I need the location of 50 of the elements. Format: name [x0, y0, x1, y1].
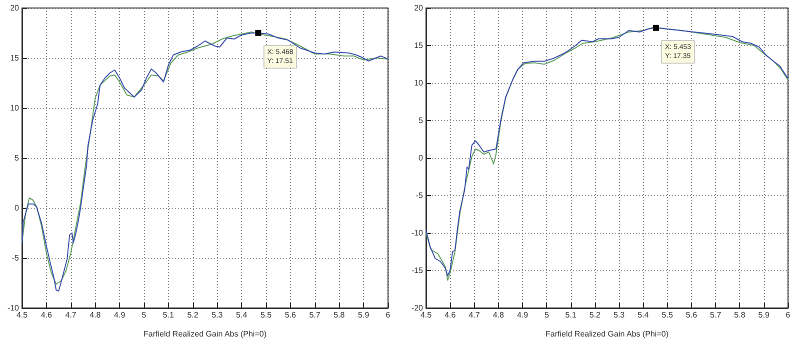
x-tick-label: 5.9 [758, 310, 770, 320]
x-tick-label: 4.5 [420, 310, 432, 320]
x-tick-label: 5.6 [686, 310, 698, 320]
x-tick-label: 5.4 [236, 310, 248, 320]
y-tick-label: -15 [411, 266, 424, 275]
x-axis-title: Farfield Realized Gain Abs (Phi=0) [144, 330, 267, 338]
x-tick-label: 5.7 [710, 310, 722, 320]
x-tick-label: 5.5 [260, 310, 272, 320]
y-tick-label: -10 [7, 304, 20, 312]
y-tick-label: 15 [414, 41, 424, 50]
x-tick-label: 5 [544, 310, 550, 320]
x-tick-label: 5.4 [638, 310, 650, 320]
y-tick-label: 5 [418, 116, 424, 125]
x-tick-label: 5.2 [187, 310, 199, 320]
x-tick-label: 5.1 [565, 310, 577, 320]
x-tick-label: 5.6 [284, 310, 297, 320]
y-tick-label: -10 [411, 228, 424, 238]
y-tick-label: 0 [14, 204, 20, 212]
x-tick-label: 4.9 [114, 310, 126, 320]
x-tick-label: 4.9 [516, 310, 529, 320]
y-tick-label: -5 [416, 191, 424, 200]
x-tick-label: 5.1 [162, 310, 175, 320]
y-tick-label: 20 [10, 4, 20, 12]
x-tick-label: 5.7 [309, 310, 321, 320]
y-tick-label: -5 [12, 254, 20, 262]
x-tick-label: 6 [386, 310, 391, 320]
x-tick-label: 4.7 [468, 310, 480, 320]
y-tick-label: 10 [10, 104, 20, 112]
x-tick-label: 4.6 [40, 310, 53, 320]
x-axis-title: Farfield Realized Gain Abs (Phi=0) [546, 330, 669, 338]
x-tick-label: 4.7 [65, 310, 77, 320]
x-tick-label: 5 [142, 310, 147, 320]
x-tick-label: 4.8 [492, 310, 505, 320]
x-tick-label: 5.5 [662, 310, 674, 320]
y-tick-label: 0 [418, 154, 424, 162]
y-tick-label: 20 [414, 4, 424, 12]
y-tick-label: -20 [411, 304, 424, 312]
x-tick-label: 4.5 [16, 310, 28, 320]
x-tick-label: 5.9 [358, 310, 370, 320]
x-tick-label: 5.8 [334, 310, 346, 320]
y-tick-label: 5 [14, 154, 20, 162]
x-tick-label: 4.8 [90, 310, 102, 320]
x-tick-label: 6 [786, 310, 791, 320]
x-tick-label: 5.8 [734, 310, 746, 320]
x-tick-label: 5.3 [614, 310, 626, 320]
y-tick-label: 15 [10, 54, 20, 62]
x-tick-label: 5.2 [589, 310, 602, 320]
x-tick-label: 4.6 [444, 310, 456, 320]
y-tick-label: 10 [414, 78, 424, 88]
x-tick-label: 5.3 [212, 310, 224, 320]
